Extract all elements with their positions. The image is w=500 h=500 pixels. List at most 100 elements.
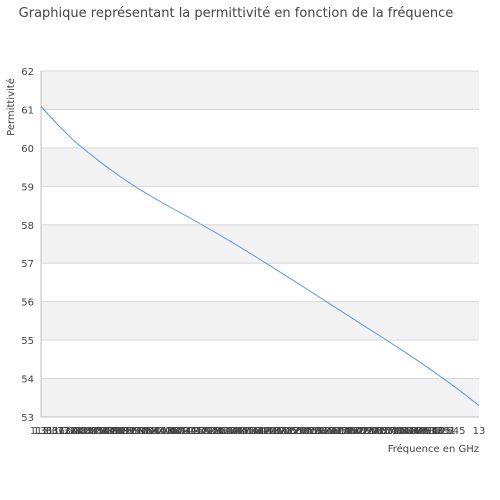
grid-band [41,301,479,341]
x-tick-label: 1.3982 [129,426,164,437]
x-tick-label: 1.3945 [118,426,153,437]
x-tick-label: 1.3764 [47,426,82,437]
x-tick-label: 1.3909 [97,426,132,437]
x-tick-label: 3.8018 [386,426,421,437]
x-tick-label: 1.9291 [342,426,377,437]
x-tick-label: 1.4018 [139,426,174,437]
x-tick-label: 1.4364 [206,426,241,437]
y-axis-title: Permittivité [5,78,17,136]
x-tick-label: 1.4618 [237,426,272,437]
x-tick-label: 1.4727 [247,426,282,437]
x-tick-label: 1.6345 [312,426,347,437]
x-tick-label: 1.6127 [307,426,342,437]
series-line [40,106,480,406]
x-tick-label: 1.4673 [242,426,277,437]
x-tick-label: 1.3873 [86,426,121,437]
x-tick-label: 12.545 [431,426,466,437]
x-tick-label: 1.3891 [91,426,126,437]
x-tick-label: 1.3936 [113,426,148,437]
x-tick-label: 1.3854 [75,426,110,437]
x-tick-label: 1.3636 [30,426,65,437]
x-axis-title: Fréquence en GHz [388,443,479,455]
x-tick-label: 1.5036 [267,426,302,437]
x-tick-label: 1.8509 [337,426,372,437]
alternating-bands [41,71,479,417]
x-tick-label: 10.7 [432,426,454,437]
x-tick-label: 1.3727 [42,426,77,437]
x-tick-label: 5.3491 [401,426,436,437]
x-tick-label: 7.9455 [416,426,451,437]
x-tick-label: 1.5927 [302,426,337,437]
x-tick-label: 1.4291 [196,426,231,437]
y-tick-label: 61 [21,105,34,116]
x-tick-label: 1.6945 [322,426,357,437]
x-tick-label: 1.4255 [191,426,226,437]
x-tick-label: 6.0636 [406,426,441,437]
x-tick-label: 3.1218 [376,426,411,437]
x-tick-label: 9.1891 [421,426,456,437]
x-tick-label: 1.5764 [297,426,332,437]
x-tick-label: 1.3927 [107,426,142,437]
y-tick-label: 59 [21,182,34,193]
x-tick-label: 1.44 [218,426,240,437]
x-tick-label: 3.4345 [381,426,416,437]
x-tick-label: 1.4091 [160,426,195,437]
y-tick-label: 53 [21,413,34,424]
y-tick-label: 57 [21,259,34,270]
x-tick-label: 1.3845 [70,426,105,437]
x-tick-label: 1.3 [33,426,49,437]
x-tick-labels: 1.31.36361.36731.37271.37641.37821.38091… [30,426,485,437]
x-tick-label: 1.3809 [59,426,94,437]
x-tick-label: 13 [473,426,486,437]
x-tick-label: 1.5345 [282,426,317,437]
x-tick-label: 1.4055 [150,426,185,437]
x-tick-label: 2.8545 [372,426,407,437]
x-tick-label: 1.7873 [332,426,367,437]
grid-band [41,224,479,264]
y-tick-label: 60 [21,144,34,155]
x-tick-label: 1.3918 [102,426,137,437]
x-tick-label: 1.4127 [170,426,205,437]
x-tick-label: 1.4109 [165,426,200,437]
x-tick-label: 1.4564 [232,426,267,437]
x-tick-label: 1.4182 [181,426,216,437]
y-tick-label: 58 [21,221,34,232]
x-tick-label: 1.3864 [81,426,116,437]
y-tick-label: 55 [21,336,34,347]
x-tick-label: 1.4218 [186,426,221,437]
gridlines [41,70,479,418]
x-tick-label: 4.7455 [396,426,431,437]
x-tick-label: 1.6618 [317,426,352,437]
x-tick-label: 1.56 [298,426,320,437]
x-tick-label: 1.4155 [175,426,210,437]
x-tick-label: 2.4364 [362,426,397,437]
x-tick-label: 2.6273 [367,426,402,437]
x-tick-label: 1.4473 [221,426,256,437]
axes [40,71,479,418]
x-tick-label: 1.4436 [216,426,251,437]
series-layer [40,106,480,406]
y-tick-label: 54 [21,375,34,386]
grid-band [41,147,479,187]
x-tick-label: 1.3827 [64,426,99,437]
x-tick-label: 2.2727 [357,426,392,437]
x-tick-label: 1.4327 [201,426,236,437]
x-tick-label: 4.2345 [391,426,426,437]
grid-band [41,378,479,417]
x-tick-label: 6.9182 [411,426,446,437]
x-tick-label: 1.4036 [144,426,179,437]
x-tick-label: 1.48 [258,426,280,437]
y-tick-label: 56 [21,298,34,309]
x-tick-label: 1.3782 [53,426,88,437]
y-tick-labels: 53 54 55 56 57 58 59 60 61 62 [21,67,34,424]
x-tick-label: 1.3964 [123,426,158,437]
x-tick-label: 1.4945 [262,426,297,437]
x-tick-label: 1.5127 [272,426,307,437]
x-tick-label: 1.5473 [287,426,322,437]
x-tick-label: 1.4073 [155,426,190,437]
chart-title: Graphique représentant la permittivité e… [19,6,454,21]
x-tick-label: 1.5236 [277,426,312,437]
y-tick-label: 62 [21,67,34,78]
x-tick-label: 1.3673 [36,426,71,437]
